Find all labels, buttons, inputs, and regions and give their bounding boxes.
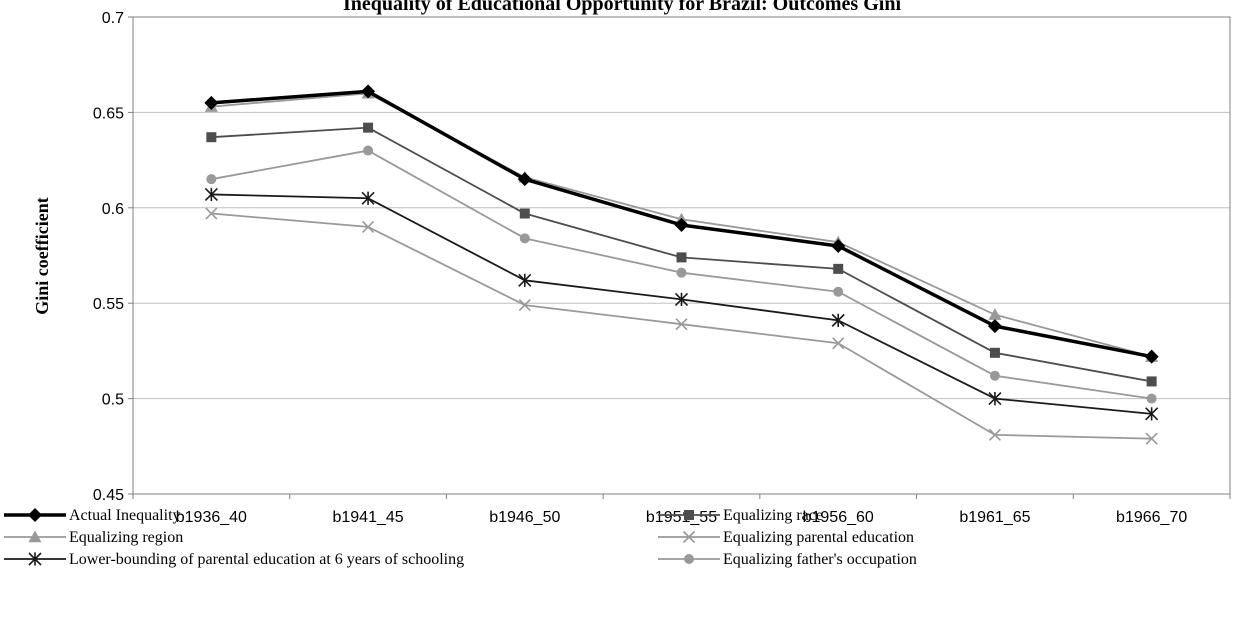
data-point [674, 292, 689, 306]
legend-label: Equalizing region [69, 529, 183, 546]
y-tick-label: 0.45 [93, 487, 124, 504]
data-point [519, 208, 530, 219]
gridlines [133, 111, 1230, 400]
legend-marker [684, 510, 694, 520]
legend-label: Equalizing race [723, 507, 823, 524]
data-point [987, 319, 1002, 334]
data-point [832, 337, 845, 350]
legend-item: Equalizing father's occupation [658, 551, 917, 568]
legend: Actual Inequality Equalizing race Equalizi… [4, 507, 917, 568]
legend-marker [28, 530, 42, 543]
x-tick-label: b1956_60 [803, 509, 874, 526]
data-point [518, 299, 531, 312]
chart-title: Inequality of Educational Opportunity fo… [343, 0, 901, 15]
data-point [676, 252, 687, 263]
y-tick-label: 0.6 [102, 201, 124, 218]
series-equalizing-father-s-occupation [206, 145, 1157, 404]
data-point [204, 187, 218, 202]
data-point [988, 308, 1002, 320]
data-point [833, 286, 844, 297]
data-point [989, 347, 1000, 358]
series-equalizing-race [206, 122, 1157, 387]
data-point [518, 273, 532, 287]
data-point [1145, 432, 1158, 445]
plot-area [132, 16, 1231, 495]
y-axis-label: Gini coefficient [32, 197, 52, 314]
y-tick-label: 0.7 [102, 10, 124, 27]
series-equalizing-parental-education [205, 207, 1158, 445]
data-point [1145, 407, 1159, 421]
legend-item: Equalizing race [658, 507, 823, 524]
data-point [362, 220, 375, 233]
data-point [363, 145, 374, 156]
legend-marker [28, 508, 42, 522]
x-tick-label: b1936_40 [176, 509, 247, 526]
data-point [363, 122, 374, 133]
legend-item: Equalizing region [4, 529, 183, 546]
legend-label: Equalizing father's occupation [723, 551, 917, 568]
legend-marker [28, 552, 42, 566]
data-point [361, 191, 375, 205]
x-tick-label: b1961_65 [959, 509, 1030, 526]
data-point [206, 174, 217, 185]
series-lower-bounding-of-parental-education-at-6-years-of-schooling [204, 187, 1159, 421]
legend-label: Equalizing parental education [723, 529, 914, 546]
data-point [988, 428, 1001, 441]
data-point [989, 370, 1000, 381]
legend-item: Lower-bounding of parental education at … [4, 551, 464, 568]
data-point [988, 392, 1002, 406]
data-point [674, 217, 689, 232]
data-point [206, 132, 217, 143]
legend-label: Lower-bounding of parental education at … [69, 551, 464, 568]
data-point [675, 318, 688, 331]
data-point [831, 313, 845, 327]
legend-item: Equalizing parental education [658, 529, 914, 546]
legend-item: Actual Inequality [4, 507, 181, 524]
y-tick-label: 0.5 [102, 392, 124, 409]
series-line [211, 212, 1152, 440]
y-axis-ticks: 0.45 0.5 0.55 0.6 0.65 0.7 [93, 10, 133, 504]
data-point [831, 238, 846, 253]
data-point [1144, 349, 1159, 364]
series-actual-inequality [204, 84, 1159, 364]
data-point [833, 263, 844, 274]
y-tick-label: 0.65 [93, 105, 124, 122]
data-point [517, 172, 532, 187]
data-point [204, 95, 219, 110]
data-point [1146, 376, 1157, 387]
data-point [519, 233, 530, 244]
legend-marker [682, 530, 696, 544]
x-tick-label: b1951_55 [646, 509, 717, 526]
x-tick-label: b1941_45 [332, 509, 403, 526]
x-axis-ticks: b1936_40 b1941_45 b1946_50 b1951_55 b1956_60… [132, 494, 1231, 526]
data-point [1146, 393, 1157, 404]
y-tick-label: 0.55 [93, 296, 124, 313]
series-lines [204, 84, 1159, 445]
legend-marker [684, 554, 694, 564]
x-tick-label: b1946_50 [489, 509, 560, 526]
legend-label: Actual Inequality [69, 507, 181, 524]
data-point [361, 84, 376, 99]
data-point [205, 207, 218, 220]
data-point [676, 267, 687, 278]
x-tick-label: b1966_70 [1116, 509, 1187, 526]
